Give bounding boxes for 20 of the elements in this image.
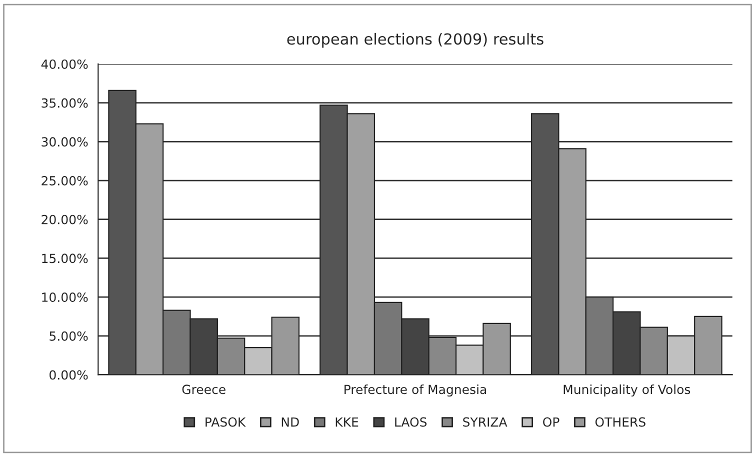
y-tick-label: 10.00% <box>42 292 88 302</box>
x-tick-label: Prefecture of Magnesia <box>344 384 486 397</box>
legend-label: OP <box>543 417 560 427</box>
x-tick-label: Municipality of Volos <box>564 384 690 397</box>
legend-label: ND <box>282 417 299 427</box>
legend-label: LAOS <box>395 417 427 427</box>
y-tick-label: 25.00% <box>42 176 88 186</box>
y-tick-label: 35.00% <box>42 98 88 108</box>
y-tick-label: 15.00% <box>42 254 88 264</box>
chart-title: european elections (2009) results <box>287 32 544 48</box>
y-tick-label: 20.00% <box>42 214 88 224</box>
y-tick-label: 5.00% <box>50 331 88 341</box>
legend-label: OTHERS <box>595 417 646 427</box>
legend-label: KKE <box>336 417 358 427</box>
legend-label: PASOK <box>206 417 246 427</box>
y-tick-label: 40.00% <box>41 59 88 69</box>
x-tick-label: Greece <box>182 384 226 394</box>
y-tick-label: 30.00% <box>42 137 88 147</box>
legend-label: SYRIZA <box>463 417 508 427</box>
y-tick-label: 0.00% <box>50 370 88 380</box>
